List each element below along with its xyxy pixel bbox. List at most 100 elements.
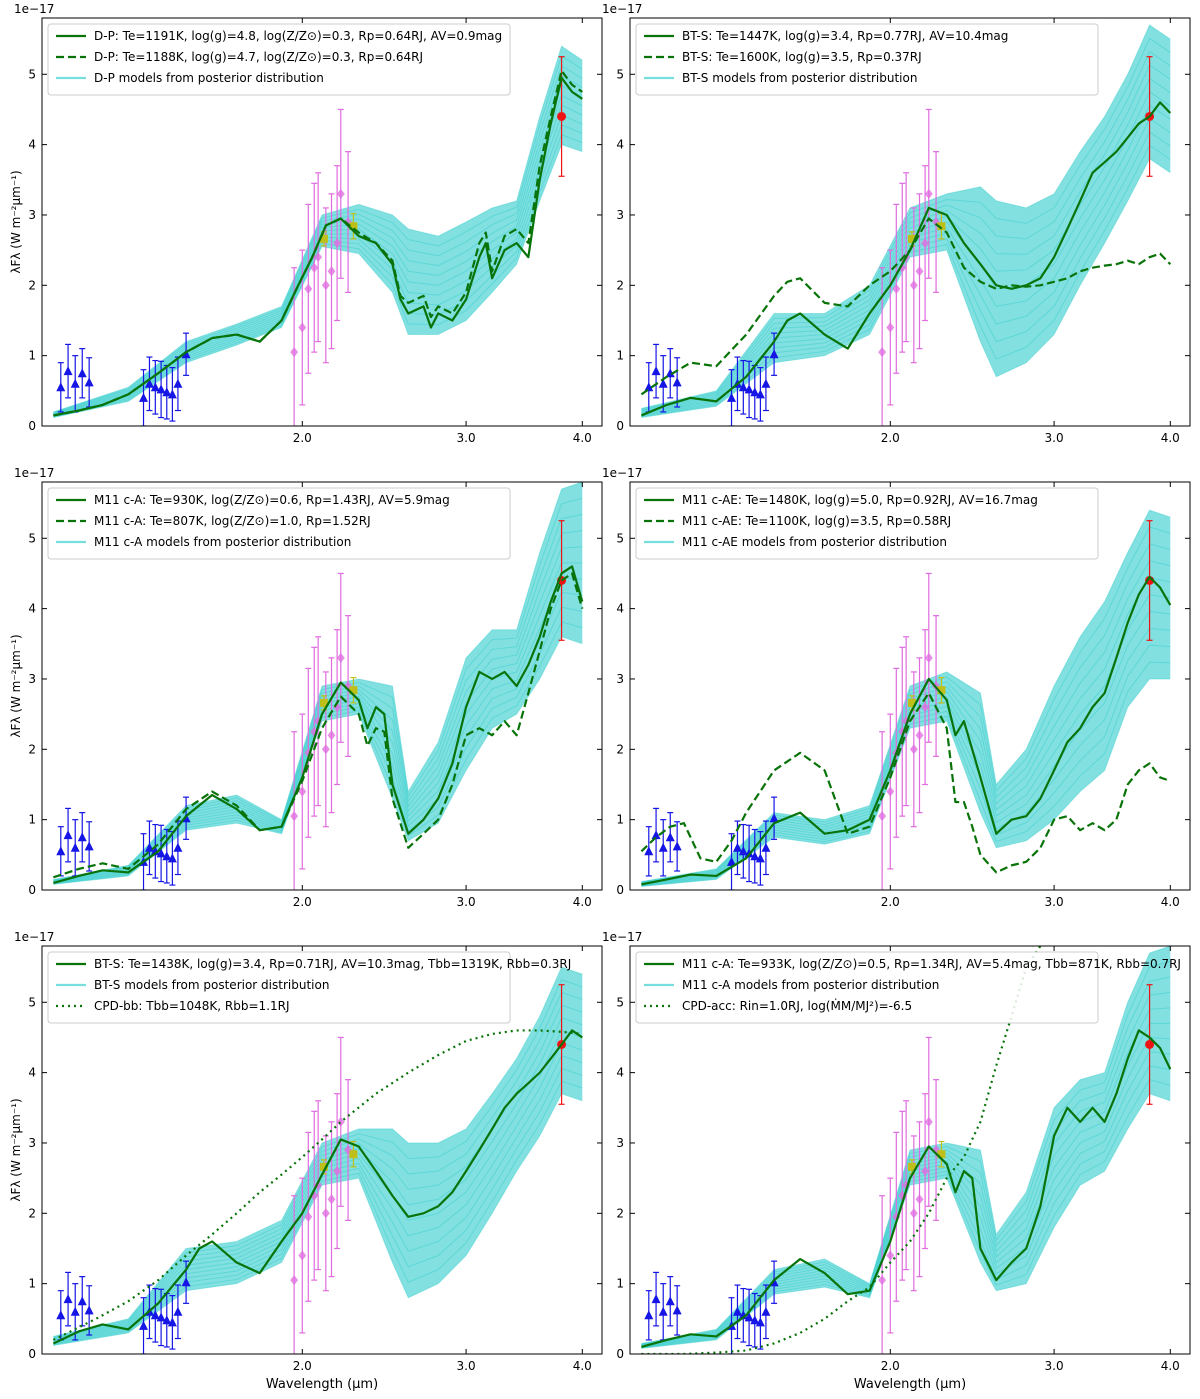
- blue-triangle-point: [70, 842, 80, 852]
- yellow-square-point: [907, 1162, 916, 1171]
- blue-triangle-point: [750, 851, 760, 861]
- plot-area: [640, 24, 1172, 426]
- y-tick-label: 0: [28, 883, 36, 897]
- magenta-diamond-point: [290, 347, 299, 358]
- blue-triangle-point: [167, 389, 177, 399]
- y-tick-label: 4: [28, 602, 36, 616]
- blue-triangle-point: [56, 1310, 66, 1320]
- y-tick-label: 2: [616, 1206, 624, 1220]
- posterior-model-line: [641, 1007, 1171, 1346]
- y-tick-label: 2: [28, 742, 36, 756]
- axes-frame: [41, 945, 603, 1355]
- x-tick-label: 3.0: [457, 1359, 476, 1373]
- magenta-diamond-point: [886, 1250, 895, 1261]
- yellow-square-point: [937, 686, 946, 695]
- series-solid-line: [52, 1029, 583, 1345]
- blue-triangle-point: [665, 1296, 675, 1306]
- yellow-square-point: [937, 222, 946, 231]
- blue-triangle-point: [63, 830, 73, 840]
- axes-frame: [41, 17, 603, 427]
- blue-triangle-point: [644, 382, 654, 392]
- blue-triangle-point: [644, 846, 654, 856]
- panel-middle-right: 2.0 3.0 4.0 0 1 2 3 4 5 1e−17 M11 c-AE: Te=1480K, …: [602, 466, 1191, 909]
- x-tick-label: 4.0: [1161, 431, 1180, 445]
- legend-label: M11 c-A models from posterior distributi…: [94, 535, 351, 549]
- legend-label: M11 c-AE: Te=1480K, log(g)=5.0, Rp=0.92R…: [682, 493, 1038, 507]
- blue-triangle-point: [750, 387, 760, 397]
- x-axis-label: Wavelength (μm): [854, 1377, 966, 1392]
- blue-triangle-point: [139, 392, 149, 402]
- blue-triangle-point: [181, 349, 191, 359]
- y-tick-label: 1: [28, 813, 36, 827]
- y-tick-label: 2: [616, 742, 624, 756]
- blue-triangle-point: [651, 366, 661, 376]
- blue-triangle-point: [173, 842, 183, 852]
- magenta-diamond-point: [304, 1211, 313, 1222]
- posterior-model-line: [641, 64, 1171, 412]
- red-circle-point: [1145, 1039, 1155, 1049]
- posterior-model-line: [53, 1080, 583, 1346]
- blue-triangle-point: [56, 846, 66, 856]
- legend-label: D-P: Te=1188K, log(g)=4.7, log(Z/Z⊙)=0.3…: [94, 50, 423, 64]
- blue-triangle-point: [150, 1310, 160, 1320]
- posterior-model-line: [53, 114, 583, 417]
- blue-triangle-point: [761, 1306, 771, 1316]
- blue-triangle-point: [156, 848, 166, 858]
- posterior-model-line: [53, 497, 583, 881]
- y-tick-label: 3: [616, 672, 624, 686]
- legend-box: [47, 23, 511, 96]
- yellow-square-point: [319, 698, 328, 707]
- y-tick-label: 0: [616, 1347, 624, 1361]
- blue-triangle-point: [56, 382, 66, 392]
- x-tick-label: 3.0: [1045, 431, 1064, 445]
- magenta-diamond-point: [886, 786, 895, 797]
- posterior-model-line: [641, 1036, 1171, 1347]
- posterior-model-line: [641, 577, 1171, 885]
- magenta-diamond-point: [924, 1116, 933, 1127]
- blue-triangle-point: [162, 851, 172, 861]
- magenta-diamond-point: [915, 730, 924, 741]
- blue-triangle-point: [139, 1320, 149, 1330]
- legend-label: CPD-bb: Tbb=1048K, Rbb=1.1RJ: [94, 999, 290, 1013]
- magenta-diamond-point: [886, 322, 895, 333]
- posterior-model-line: [53, 1093, 583, 1347]
- blue-triangle-point: [755, 389, 765, 399]
- series-dashed-line: [640, 217, 1172, 396]
- series-dashed-line: [53, 572, 584, 879]
- blue-triangle-point: [738, 846, 748, 856]
- magenta-diamond-point: [333, 238, 342, 249]
- yellow-square-point: [319, 1162, 328, 1171]
- blue-triangle-point: [77, 832, 87, 842]
- blue-triangle-point: [769, 813, 779, 823]
- axes-frame: [629, 945, 1191, 1355]
- panel-top-right: 2.0 3.0 4.0 0 1 2 3 4 5 1e−17 BT-S: Te=1447K, log(…: [602, 2, 1191, 445]
- blue-triangle-point: [658, 1306, 668, 1316]
- y-tick-label: 4: [616, 602, 624, 616]
- y-tick-label: 2: [28, 278, 36, 292]
- y-tick-label: 1: [28, 349, 36, 363]
- y-tick-label: 0: [616, 419, 624, 433]
- posterior-model-line: [53, 143, 583, 419]
- y-tick-label: 1: [616, 349, 624, 363]
- panel-bottom-right: 2.0 3.0 4.0 0 1 2 3 4 5 1e−17 M11 c-A: Te=933K, lo…: [602, 930, 1191, 1392]
- legend: BT-S: Te=1438K, log(g)=3.4, Rp=0.71RJ, A…: [47, 951, 571, 1024]
- posterior-model-line: [641, 661, 1171, 887]
- blue-triangle-point: [156, 1312, 166, 1322]
- posterior-model-line: [53, 45, 583, 413]
- blue-triangle-point: [744, 384, 754, 394]
- legend-box: [47, 951, 511, 1024]
- magenta-diamond-point: [892, 283, 901, 294]
- magenta-diamond-point: [909, 744, 918, 755]
- legend-label: D-P models from posterior distribution: [94, 71, 324, 85]
- posterior-model-line: [641, 543, 1171, 884]
- posterior-model-line: [641, 1079, 1171, 1349]
- legend-box: [635, 951, 1099, 1024]
- magenta-diamond-point: [333, 1166, 342, 1177]
- plot-area: [640, 509, 1172, 890]
- blue-triangle-point: [761, 842, 771, 852]
- y-tick-label: 0: [28, 419, 36, 433]
- posterior-model-line: [53, 966, 583, 1337]
- blue-triangle-point: [150, 382, 160, 392]
